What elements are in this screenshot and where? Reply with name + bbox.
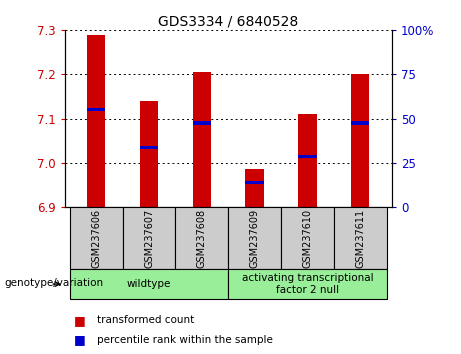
- Title: GDS3334 / 6840528: GDS3334 / 6840528: [158, 15, 298, 29]
- Text: ■: ■: [74, 333, 85, 346]
- Bar: [228, 269, 387, 299]
- Bar: [334, 207, 387, 269]
- Bar: [87, 108, 106, 111]
- Bar: [351, 121, 369, 125]
- Bar: [298, 114, 317, 207]
- Text: wildtype: wildtype: [127, 279, 171, 289]
- Bar: [87, 34, 106, 207]
- Bar: [70, 269, 228, 299]
- Bar: [140, 146, 158, 149]
- Text: activating transcriptional
factor 2 null: activating transcriptional factor 2 null: [242, 273, 373, 295]
- Text: percentile rank within the sample: percentile rank within the sample: [97, 335, 273, 345]
- Bar: [351, 74, 369, 207]
- Bar: [245, 170, 264, 207]
- Text: GSM237610: GSM237610: [302, 209, 313, 268]
- Bar: [228, 207, 281, 269]
- Text: transformed count: transformed count: [97, 315, 194, 325]
- Text: GSM237611: GSM237611: [355, 209, 365, 268]
- Bar: [193, 72, 211, 207]
- Bar: [70, 207, 123, 269]
- Text: ■: ■: [74, 314, 85, 327]
- Bar: [193, 121, 211, 125]
- Bar: [123, 207, 175, 269]
- Text: GSM237606: GSM237606: [91, 209, 101, 268]
- Bar: [245, 181, 264, 184]
- Bar: [175, 207, 228, 269]
- Text: GSM237609: GSM237609: [249, 209, 260, 268]
- Text: GSM237607: GSM237607: [144, 209, 154, 268]
- Text: genotype/variation: genotype/variation: [5, 278, 104, 288]
- Bar: [281, 207, 334, 269]
- Text: GSM237608: GSM237608: [197, 209, 207, 268]
- Bar: [140, 101, 158, 207]
- Bar: [298, 155, 317, 158]
